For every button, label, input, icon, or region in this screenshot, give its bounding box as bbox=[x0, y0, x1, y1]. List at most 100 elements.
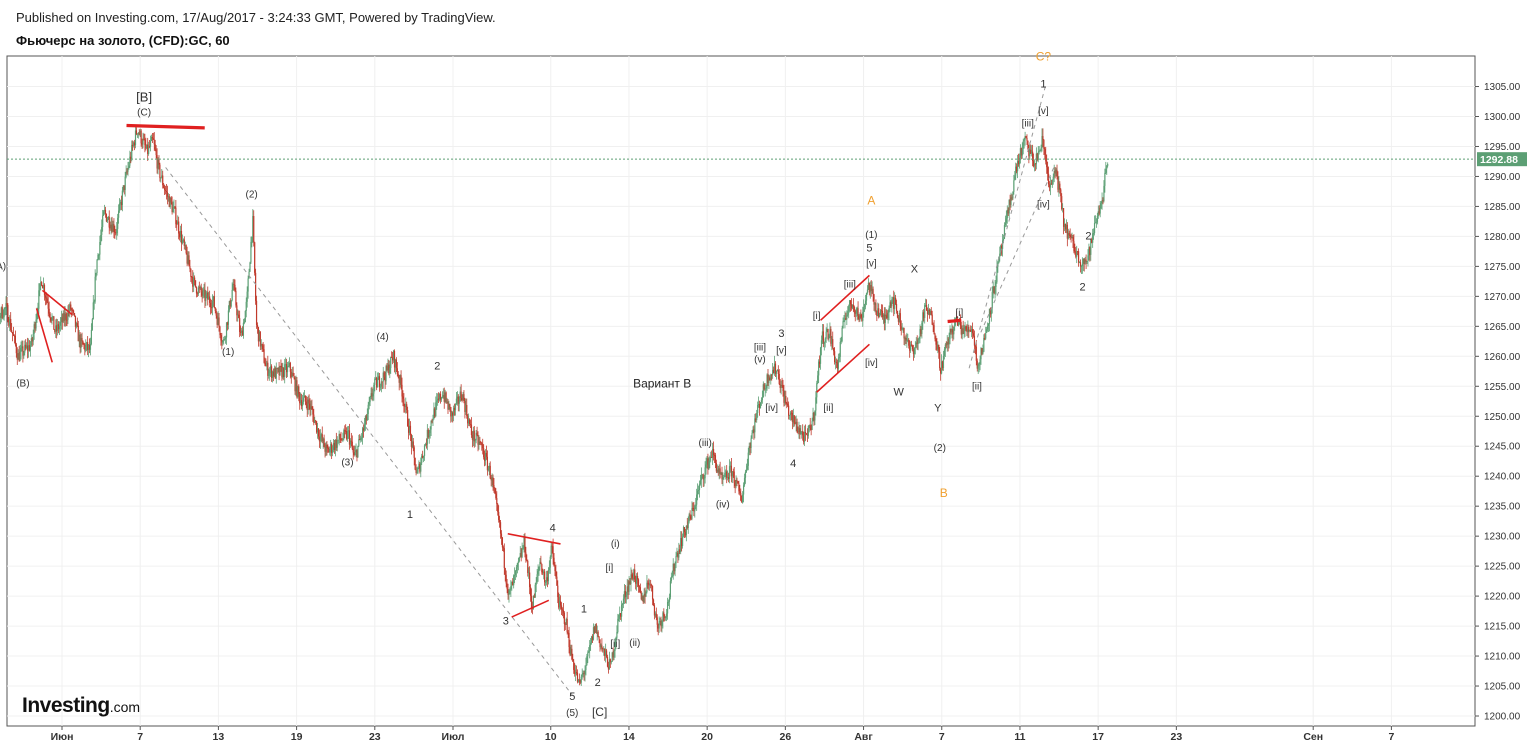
wave-label: [B] bbox=[136, 90, 152, 105]
candle-body bbox=[255, 272, 257, 301]
candle-body bbox=[803, 435, 805, 442]
candle-body bbox=[637, 579, 640, 587]
candle-body bbox=[283, 367, 285, 377]
candle-body bbox=[1005, 218, 1007, 223]
candle-body bbox=[806, 434, 809, 436]
candle-body bbox=[903, 327, 905, 339]
candle-body bbox=[858, 315, 860, 321]
plot-area[interactable] bbox=[6, 55, 1476, 727]
candle-body bbox=[325, 444, 327, 452]
candle-body bbox=[812, 412, 814, 422]
candle-body bbox=[954, 318, 956, 327]
candle-body bbox=[925, 305, 927, 306]
candle-body bbox=[231, 289, 233, 301]
candle-body bbox=[952, 329, 954, 335]
candle-body bbox=[193, 277, 195, 287]
candle-body bbox=[523, 536, 525, 549]
candle-body bbox=[61, 317, 63, 323]
candle-body bbox=[431, 420, 433, 422]
candle-body bbox=[873, 294, 875, 305]
wave-label: 2 bbox=[595, 677, 601, 689]
candle-body bbox=[653, 605, 656, 616]
candle-body bbox=[345, 431, 347, 432]
candle-body bbox=[168, 196, 170, 207]
candle-body bbox=[597, 631, 599, 637]
candle-body bbox=[758, 403, 761, 409]
candle-body bbox=[146, 144, 148, 149]
candle-body bbox=[364, 415, 367, 425]
candle-body bbox=[632, 577, 634, 580]
y-tick-label: 1240.00 bbox=[1484, 472, 1521, 483]
wave-line-red bbox=[35, 308, 53, 363]
candle-body bbox=[4, 308, 6, 309]
candle-body bbox=[268, 373, 270, 376]
candle-body bbox=[582, 673, 584, 675]
candle-body bbox=[309, 403, 311, 409]
candle-body bbox=[868, 282, 870, 293]
candle-body bbox=[889, 302, 891, 309]
candle-body bbox=[666, 601, 669, 614]
candle-body bbox=[194, 277, 196, 281]
candle-body bbox=[961, 328, 963, 335]
candle-body bbox=[467, 415, 469, 424]
candle-body bbox=[759, 402, 762, 409]
candle-body bbox=[278, 368, 280, 375]
candle-body bbox=[389, 368, 391, 374]
wave-label: W bbox=[894, 386, 905, 398]
wave-label: 2 bbox=[434, 360, 440, 372]
candle-body bbox=[1049, 183, 1052, 188]
candle-body bbox=[512, 581, 514, 586]
candle-body bbox=[118, 210, 120, 218]
wave-label: [ii] bbox=[823, 403, 833, 414]
candle-body bbox=[642, 595, 644, 603]
candle-body bbox=[190, 268, 192, 278]
candle-body bbox=[360, 437, 362, 441]
candle-body bbox=[134, 130, 137, 146]
candle-body bbox=[444, 392, 446, 402]
candle-body bbox=[987, 323, 990, 326]
candle-body bbox=[1016, 166, 1018, 172]
wave-label: (4) bbox=[377, 332, 389, 343]
candle-body bbox=[976, 360, 978, 369]
candle-body bbox=[441, 396, 443, 398]
candle-body bbox=[871, 288, 873, 291]
candle-body bbox=[280, 366, 282, 367]
chart-title: Фьючерс на золото, (CFD):GC, 60 bbox=[16, 33, 230, 48]
candle-body bbox=[757, 404, 759, 413]
candle-body bbox=[773, 363, 776, 374]
candle-body bbox=[681, 536, 684, 547]
candle-body bbox=[769, 377, 771, 381]
candle-body bbox=[196, 293, 199, 295]
candle-body bbox=[74, 315, 77, 327]
candle-body bbox=[18, 353, 20, 361]
y-tick-label: 1260.00 bbox=[1484, 352, 1521, 363]
candle-body bbox=[713, 454, 716, 456]
investing-logo[interactable]: Investing.com bbox=[22, 694, 140, 718]
candle-body bbox=[743, 477, 746, 486]
candle-body bbox=[363, 424, 366, 431]
candle-body bbox=[400, 375, 402, 385]
candle-body bbox=[376, 377, 378, 388]
candle-body bbox=[623, 591, 626, 599]
candle-body bbox=[249, 262, 251, 272]
candle-body bbox=[638, 586, 641, 588]
candle-body bbox=[285, 364, 287, 365]
x-tick-label: 7 bbox=[939, 731, 945, 743]
candle-body bbox=[176, 224, 178, 226]
candle-body bbox=[1080, 266, 1083, 267]
candle-body bbox=[62, 313, 64, 323]
candle-body bbox=[734, 483, 736, 487]
candle-body bbox=[455, 398, 458, 404]
candle-body bbox=[875, 303, 877, 311]
wave-label: 1 bbox=[1040, 79, 1046, 91]
candle-body bbox=[87, 344, 90, 350]
candle-body bbox=[689, 514, 691, 517]
candle-body bbox=[949, 328, 951, 339]
candle-body bbox=[366, 413, 368, 421]
candle-body bbox=[867, 282, 869, 290]
candle-body bbox=[358, 439, 360, 446]
candle-body bbox=[677, 552, 679, 558]
candle-body bbox=[1105, 168, 1107, 173]
candle-body bbox=[452, 412, 454, 416]
